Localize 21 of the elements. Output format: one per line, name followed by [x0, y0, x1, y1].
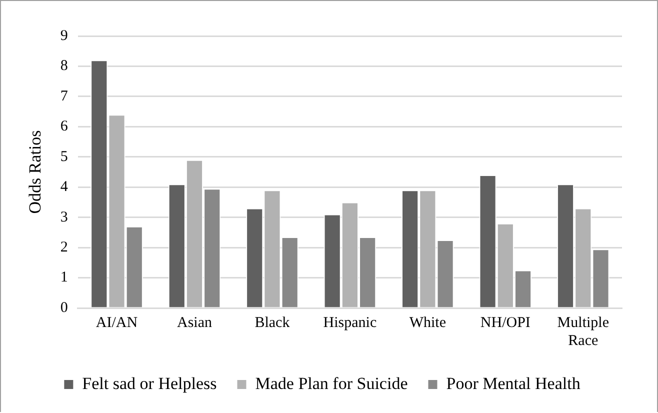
y-tick-label: 2 [60, 239, 68, 256]
x-tick-label: AI/AN [96, 314, 138, 331]
y-tick-label: 5 [60, 148, 68, 165]
legend-label: Felt sad or Helpless [82, 374, 217, 393]
y-axis-title: Odds Ratios [26, 130, 45, 214]
x-tick-label: Asian [176, 314, 212, 331]
y-tick-label: 8 [60, 58, 68, 74]
y-tick-label: 3 [60, 209, 68, 226]
x-tick-label: Multiple Race [557, 314, 610, 349]
x-tick-label: NH/OPI [480, 314, 530, 331]
y-tick-label: 7 [60, 88, 68, 104]
y-tick-label: 4 [60, 179, 68, 196]
legend-label: Made Plan for Suicide [255, 374, 408, 393]
y-tick-label: 6 [60, 118, 68, 135]
x-tick-label: Black [254, 314, 290, 331]
y-tick-label: 9 [60, 28, 68, 44]
y-tick-label: 0 [60, 300, 68, 316]
y-tick-label: 1 [60, 270, 68, 286]
legend-label: Poor Mental Health [446, 374, 581, 393]
x-tick-label: White [409, 314, 446, 331]
x-tick-label: Hispanic [323, 314, 377, 331]
